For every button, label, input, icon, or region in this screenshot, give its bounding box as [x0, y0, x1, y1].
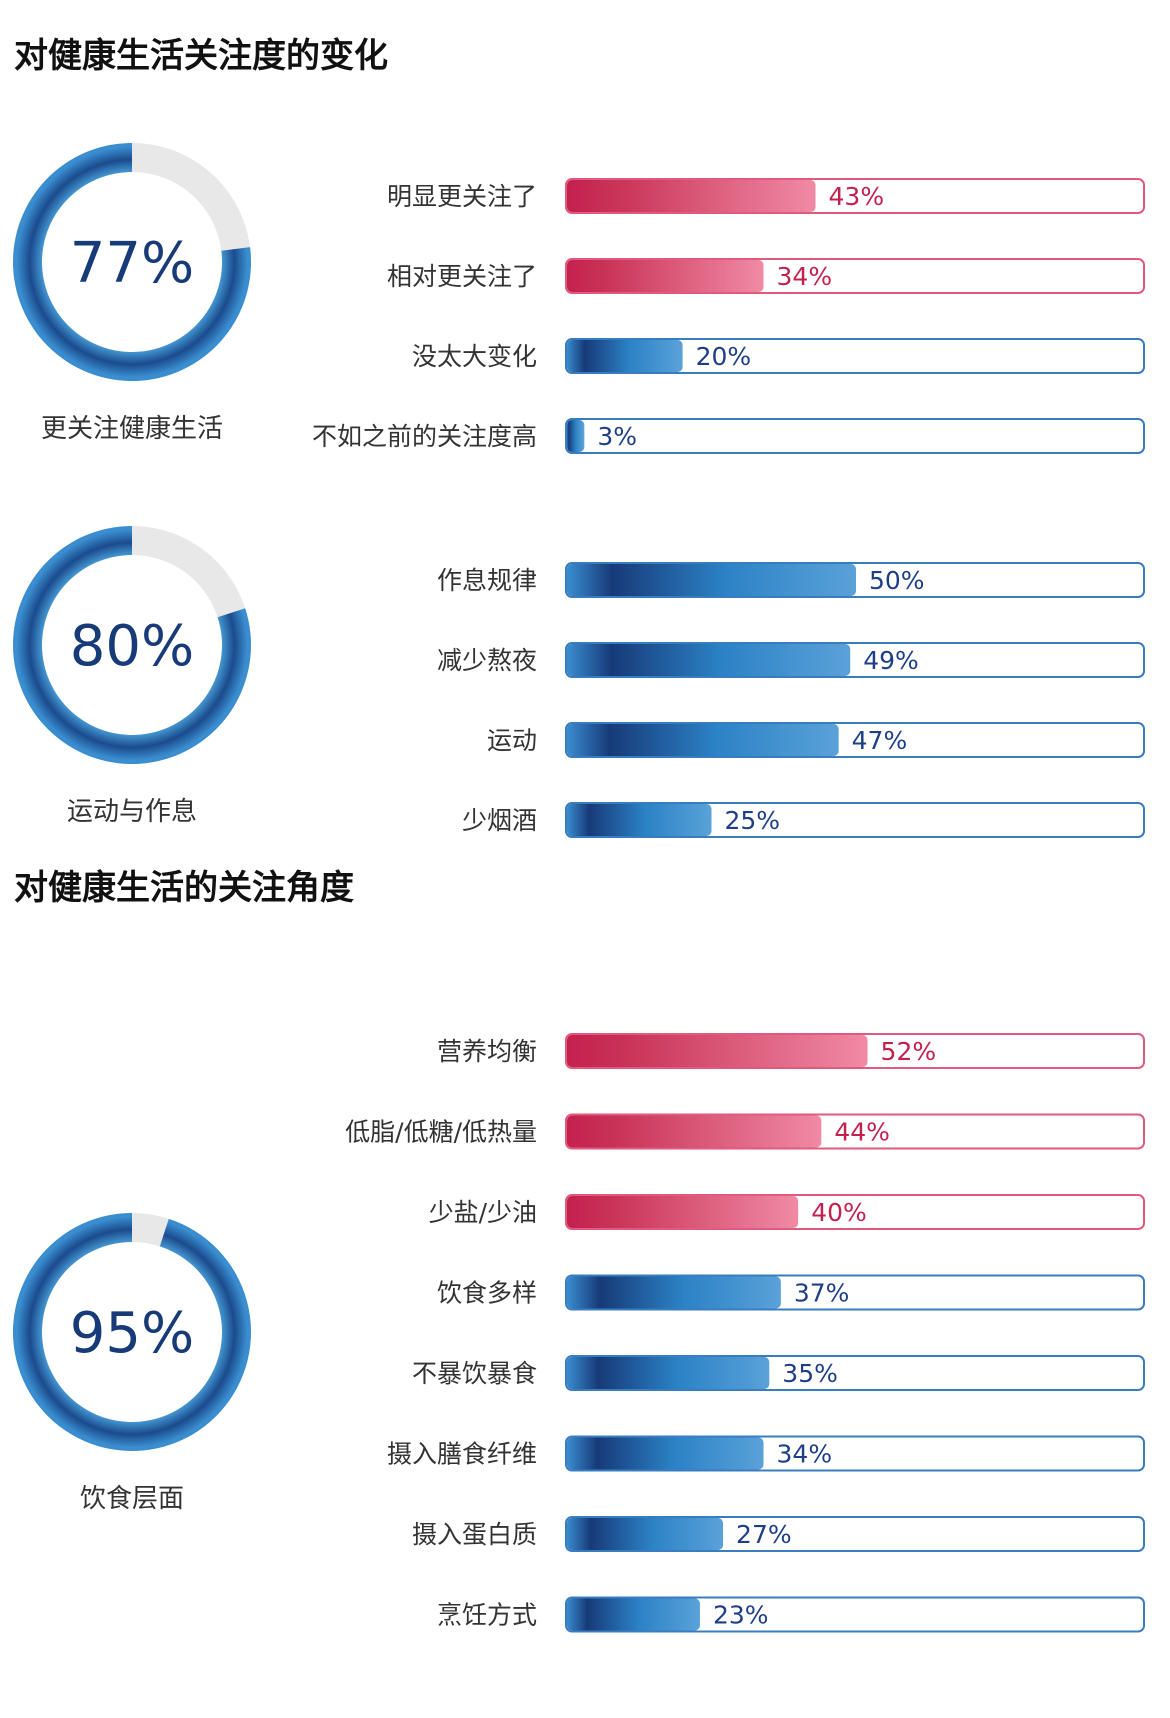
bar-value-label: 34% — [777, 1440, 833, 1469]
bar-category-label: 摄入膳食纤维 — [387, 1440, 537, 1469]
chart-group-1: 80% 运动与作息 作息规律 50% 减少熬夜 49% 运动 47% 少烟酒 25% — [12, 526, 1145, 838]
bar-fill — [567, 724, 839, 756]
bar-value-label: 25% — [725, 806, 781, 835]
bar-value-label: 37% — [794, 1279, 850, 1308]
bar-category-label: 作息规律 — [437, 566, 537, 595]
bar-value-label: 43% — [829, 182, 885, 211]
bar-category-label: 不暴饮暴食 — [412, 1359, 537, 1388]
chart-group-0: 77% 更关注健康生活 明显更关注了 43% 相对更关注了 34% 没太大变化 20% 不如之前… — [12, 143, 1145, 454]
bar-category-label: 摄入蛋白质 — [412, 1520, 537, 1549]
bar-category-label: 不如之前的关注度高 — [312, 422, 537, 451]
bar-track — [565, 338, 1145, 374]
bar-value-label: 3% — [597, 422, 637, 451]
bar-track — [565, 418, 1145, 454]
bar-fill — [567, 1115, 822, 1148]
bar-fill — [567, 1357, 770, 1389]
bar-value-label: 52% — [881, 1037, 937, 1066]
bar-value-label: 35% — [782, 1359, 838, 1388]
gauge-value: 77% — [70, 231, 194, 296]
bar-track — [565, 1596, 1145, 1633]
chart-group-2: 95% 饮食层面 营养均衡 52% 低脂/低糖/低热量 44% 少盐/少油 40% 饮食多样 37… — [12, 1033, 1145, 1633]
gauge-value: 95% — [70, 1301, 194, 1366]
bar-fill — [567, 340, 683, 372]
bar-fill — [567, 260, 764, 292]
bar-fill — [567, 804, 712, 836]
bar-fill — [567, 644, 851, 676]
bar-fill — [567, 1518, 724, 1550]
bar-fill — [567, 180, 816, 212]
bar-value-label: 40% — [811, 1198, 867, 1227]
bar-value-label: 27% — [736, 1520, 792, 1549]
bar-value-label: 47% — [852, 726, 908, 755]
bar-value-label: 50% — [869, 566, 925, 595]
bar-category-label: 烹饪方式 — [437, 1601, 537, 1630]
bar-value-label: 44% — [834, 1118, 890, 1147]
bar-category-label: 减少熬夜 — [437, 646, 537, 675]
bar-category-label: 营养均衡 — [437, 1037, 537, 1066]
bar-category-label: 相对更关注了 — [387, 262, 537, 291]
bar-fill — [567, 1437, 764, 1470]
bar-category-label: 运动 — [487, 726, 537, 755]
bar-fill — [567, 1276, 781, 1309]
bar-fill — [567, 564, 856, 596]
section-title-change: 对健康生活关注度的变化 — [14, 36, 388, 76]
bar-value-label: 20% — [696, 342, 752, 371]
bar-fill — [567, 1035, 868, 1067]
bar-category-label: 没太大变化 — [412, 342, 537, 371]
bar-category-label: 少烟酒 — [462, 806, 537, 835]
gauge-value: 80% — [70, 614, 194, 679]
bar-value-label: 49% — [863, 646, 919, 675]
bar-category-label: 少盐/少油 — [429, 1198, 537, 1227]
bar-category-label: 饮食多样 — [437, 1279, 537, 1308]
bar-category-label: 明显更关注了 — [387, 182, 537, 211]
gauge-label: 运动与作息 — [67, 797, 197, 827]
bar-value-label: 34% — [777, 262, 833, 291]
bar-category-label: 低脂/低糖/低热量 — [345, 1118, 537, 1147]
bar-fill — [567, 420, 585, 452]
section-title-focus: 对健康生活的关注角度 — [14, 868, 354, 908]
gauge-label: 饮食层面 — [80, 1484, 184, 1514]
bar-value-label: 23% — [713, 1601, 769, 1630]
bar-fill — [567, 1598, 700, 1631]
bar-fill — [567, 1196, 799, 1228]
gauge-label: 更关注健康生活 — [41, 414, 223, 444]
